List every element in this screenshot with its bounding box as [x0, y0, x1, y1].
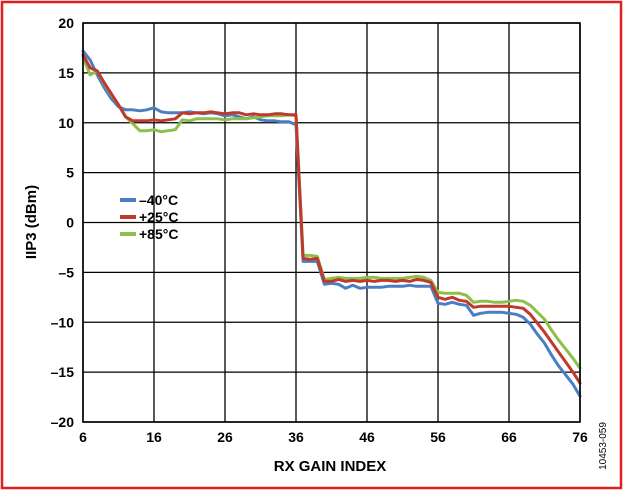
y-tick-label: –10	[51, 314, 75, 330]
y-tick-label: –5	[58, 264, 74, 280]
legend-label: +85°C	[139, 226, 178, 242]
x-tick-label: 46	[359, 429, 375, 445]
legend: –40°C+25°C+85°C	[120, 192, 178, 242]
x-axis-title: RX GAIN INDEX	[274, 458, 387, 475]
y-tick-label: 20	[58, 15, 74, 31]
x-tick-label: 36	[288, 429, 304, 445]
plot-area-border	[82, 22, 581, 423]
x-tick-labels: 6 16 26 36 46 56 66 76	[79, 429, 588, 445]
x-tick-label: 16	[146, 429, 162, 445]
y-tick-label: 15	[58, 65, 74, 81]
y-axis-title: IIP3 (dBm)	[23, 185, 40, 259]
y-tick-label: 5	[66, 165, 74, 181]
legend-label: +25°C	[139, 209, 178, 225]
y-tick-labels: 20 15 10 5 0 –5 –10 –15 –20	[51, 15, 75, 430]
series-line-2	[81, 55, 582, 370]
x-tick-label: 76	[572, 429, 588, 445]
series-line-1	[81, 53, 582, 385]
y-tick-label: –15	[51, 364, 75, 380]
x-tick-label: 56	[430, 429, 446, 445]
series-lines	[81, 49, 582, 398]
figure-id: 10453-059	[598, 422, 609, 470]
series-line-0	[81, 49, 582, 398]
x-tick-label: 26	[217, 429, 233, 445]
legend-label: –40°C	[139, 192, 178, 208]
y-tick-label: 0	[66, 215, 74, 231]
x-tick-label: 66	[501, 429, 517, 445]
y-tick-label: –20	[51, 414, 75, 430]
y-tick-label: 10	[58, 115, 74, 131]
x-tick-label: 6	[79, 429, 87, 445]
